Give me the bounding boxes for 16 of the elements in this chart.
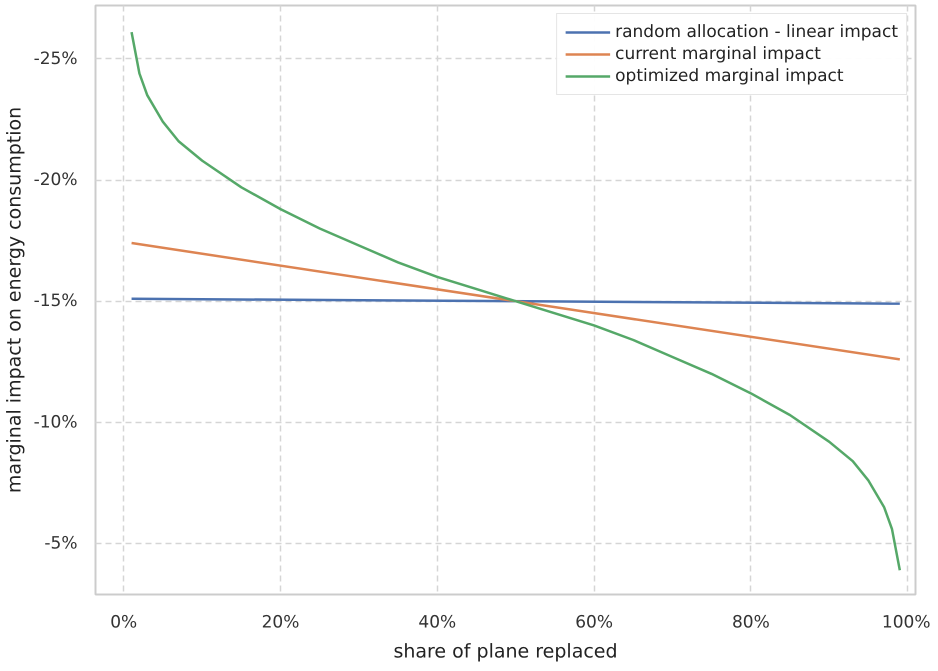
x-tick-label: 0% bbox=[110, 612, 138, 632]
x-tick-label: 20% bbox=[262, 612, 300, 632]
y-tick-label: -20% bbox=[34, 170, 78, 190]
x-axis-title: share of plane replaced bbox=[393, 640, 618, 662]
y-axis-title: marginal impact on energy consumption bbox=[4, 106, 26, 494]
x-tick-label: 60% bbox=[575, 612, 613, 632]
x-tick-label: 100% bbox=[882, 612, 931, 632]
y-tick-label: -10% bbox=[34, 412, 78, 432]
y-tick-label: -5% bbox=[44, 534, 78, 554]
legend-label: optimized marginal impact bbox=[615, 66, 844, 86]
y-tick-label: -15% bbox=[34, 291, 78, 312]
legend-label: random allocation - linear impact bbox=[615, 22, 898, 42]
x-tick-label: 40% bbox=[418, 612, 456, 632]
legend-label: current marginal impact bbox=[615, 44, 821, 64]
y-tick-label: -25% bbox=[34, 48, 78, 69]
x-tick-label: 80% bbox=[732, 612, 770, 632]
